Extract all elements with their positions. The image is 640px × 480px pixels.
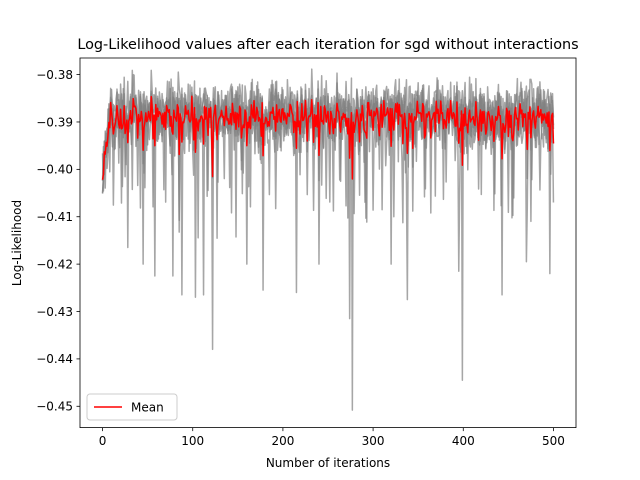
- chart-title: Log-Likelihood values after each iterati…: [77, 37, 578, 53]
- x-tick-label: 0: [99, 434, 107, 448]
- x-tick-label: 200: [271, 434, 294, 448]
- mean-line-group: [101, 95, 555, 180]
- y-axis: −0.45 −0.44 −0.43 −0.42 −0.41 −0.40 −0.39 −0.38: [36, 68, 80, 414]
- x-tick-label: 400: [452, 434, 475, 448]
- y-tick-label: −0.41: [36, 210, 73, 224]
- y-tick-label: −0.40: [36, 163, 73, 177]
- y-tick-label: −0.44: [36, 352, 73, 366]
- legend-label-mean: Mean: [131, 401, 164, 415]
- x-tick-label: 500: [542, 434, 565, 448]
- legend-box: [86, 393, 178, 421]
- x-tick-label: 100: [181, 434, 204, 448]
- plot-frame: [79, 57, 577, 429]
- y-tick-label: −0.38: [36, 68, 73, 82]
- mean-line: [101, 95, 555, 180]
- y-tick-label: −0.42: [36, 257, 73, 271]
- y-tick-label: −0.39: [36, 115, 73, 129]
- x-tick-label: 300: [362, 434, 385, 448]
- x-axis: 0 100 200 300 400 500: [99, 427, 565, 448]
- y-tick-label: −0.45: [36, 400, 73, 414]
- y-tick-label: −0.43: [36, 305, 73, 319]
- legend: Mean: [86, 393, 178, 421]
- x-axis-label: Number of iterations: [266, 456, 390, 470]
- y-axis-label: Log-Likelihood: [10, 200, 24, 286]
